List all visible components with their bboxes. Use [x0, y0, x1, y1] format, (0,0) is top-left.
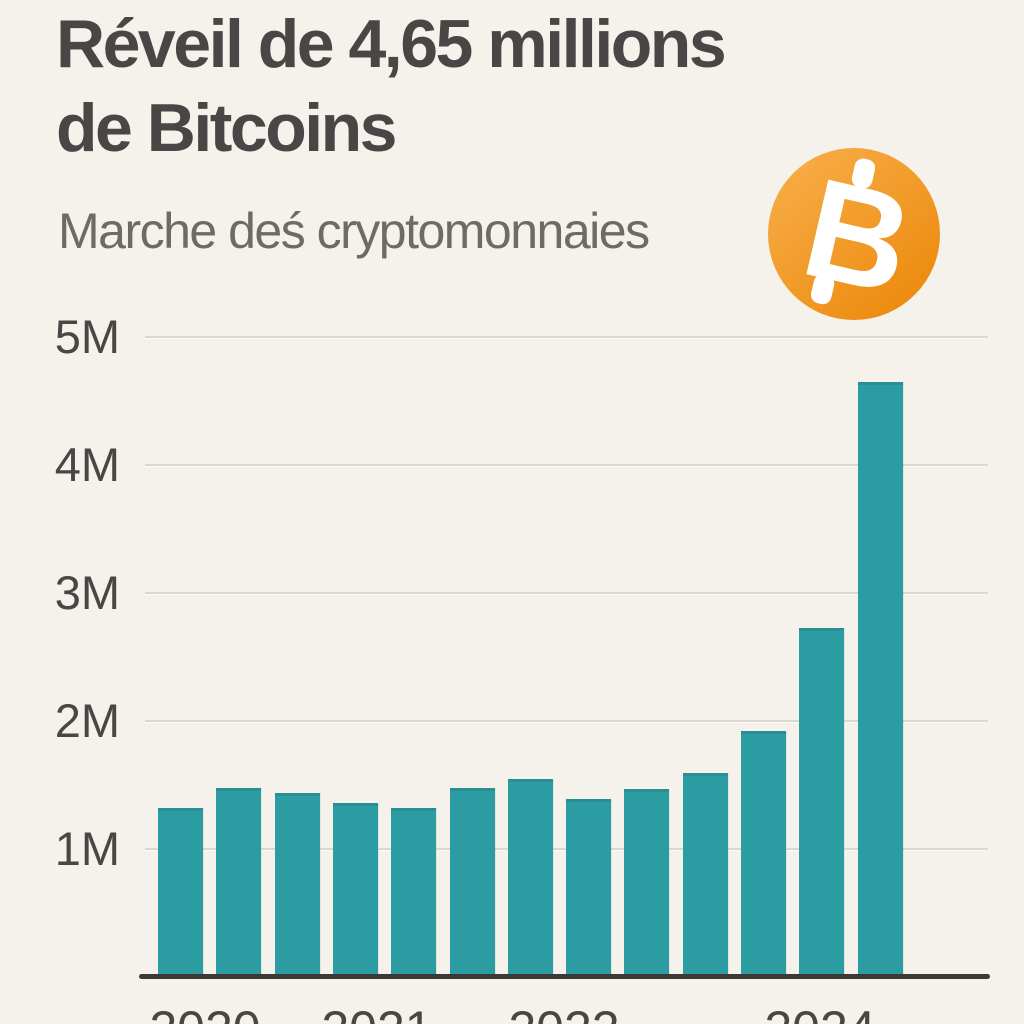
bar-4 [333, 803, 378, 977]
x-tick-label-2024: 2024 [740, 1000, 900, 1024]
bar-3 [275, 793, 320, 977]
bar-6 [450, 788, 495, 977]
chart-title-line2: de Bitcoins [56, 90, 398, 166]
bar-1 [158, 808, 203, 977]
svg-text:B: B [791, 148, 926, 320]
chart-title: Réveil de 4,65 millions de Bitcoins [56, 2, 727, 170]
grid-line-4M [145, 464, 988, 466]
bar-8 [566, 799, 611, 977]
grid-line-5M [145, 336, 988, 338]
y-tick-label-5M: 5M [54, 310, 120, 363]
bar-12 [799, 628, 844, 977]
bar-5 [391, 808, 436, 977]
bitcoin-symbol: B [791, 148, 926, 320]
y-tick-label-2M: 2M [54, 694, 120, 747]
bar-10 [683, 773, 728, 977]
x-tick-label-2020: 2020 [125, 1000, 285, 1024]
x-axis-line [139, 974, 990, 979]
bitcoin-icon: B [768, 148, 940, 320]
y-tick-label-4M: 4M [54, 438, 120, 491]
y-tick-label-1M: 1M [54, 822, 120, 875]
bar-13 [858, 382, 903, 977]
x-tick-label-2022: 2022 [484, 1000, 644, 1024]
chart-title-line1: Réveil de 4,65 millions [56, 6, 727, 82]
grid-line-3M [145, 592, 988, 594]
x-tick-label-2021: 2021 [297, 1000, 457, 1024]
bar-7 [508, 779, 553, 977]
grid-line-2M [145, 720, 988, 722]
bar-2 [216, 788, 261, 977]
y-tick-label-3M: 3M [54, 566, 120, 619]
chart-subtitle: Marche deś cryptomonnaies [58, 203, 650, 259]
bar-11 [741, 731, 786, 977]
bar-9 [624, 789, 669, 977]
